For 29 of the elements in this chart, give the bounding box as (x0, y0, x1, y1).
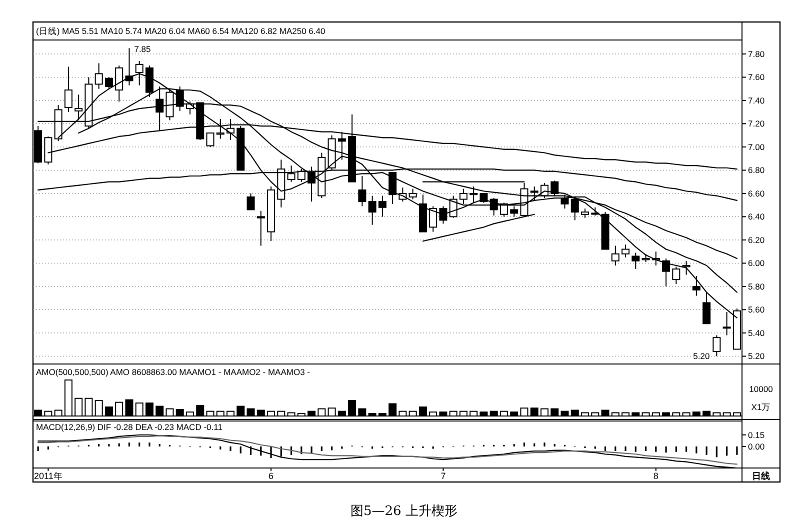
y-tick-label: 7.80 (748, 48, 765, 59)
y-tick-label: 6.00 (748, 258, 765, 268)
y-tick-label: 7.20 (748, 118, 765, 129)
x-axis-title: 日线 (752, 471, 770, 481)
x-tick-label: 2011年 (34, 471, 62, 481)
y-tick-label: 6.20 (748, 234, 765, 245)
y-tick-label: 5.60 (748, 304, 765, 315)
annotation: 7.85 (134, 44, 152, 54)
y-tick-label: 5.80 (748, 281, 765, 292)
text: 10000 (749, 384, 774, 394)
annotation: MACD(12,26,9) DIF -0.28 DEA -0.23 MACD -0.11 (36, 422, 223, 432)
caption: 图5—26 上升楔形 (350, 504, 458, 519)
y-tick-label: 7.60 (748, 72, 765, 82)
y-tick-label: 0.15 (748, 430, 765, 440)
y-tick-label: 5.20 (748, 351, 765, 362)
text: (日线) MA5 5.51 MA10 5.74 MA20 6.04 MA60 6.54 MA120 6.82 MA250 6.40 (36, 26, 326, 36)
y-tick-label: 7.40 (748, 95, 765, 106)
y-tick-label: 6.60 (748, 188, 765, 198)
y-tick-label: 0.00 (748, 441, 765, 452)
text: X1万 (751, 402, 771, 412)
annotation: 5.20 (693, 351, 710, 362)
text: AMO(500,500,500) AMO 8608863.00 MAAMO1 - MAAMO2 - MAAMO3 - (36, 367, 310, 377)
x-tick-label: 7 (440, 471, 446, 481)
y-tick-label: 5.40 (748, 328, 765, 338)
y-tick-label: 6.80 (748, 165, 765, 176)
x-tick-label: 8 (653, 471, 658, 481)
y-tick-label: 6.40 (748, 212, 765, 222)
y-tick-label: 7.00 (748, 142, 765, 152)
x-tick-label: 6 (268, 471, 274, 481)
